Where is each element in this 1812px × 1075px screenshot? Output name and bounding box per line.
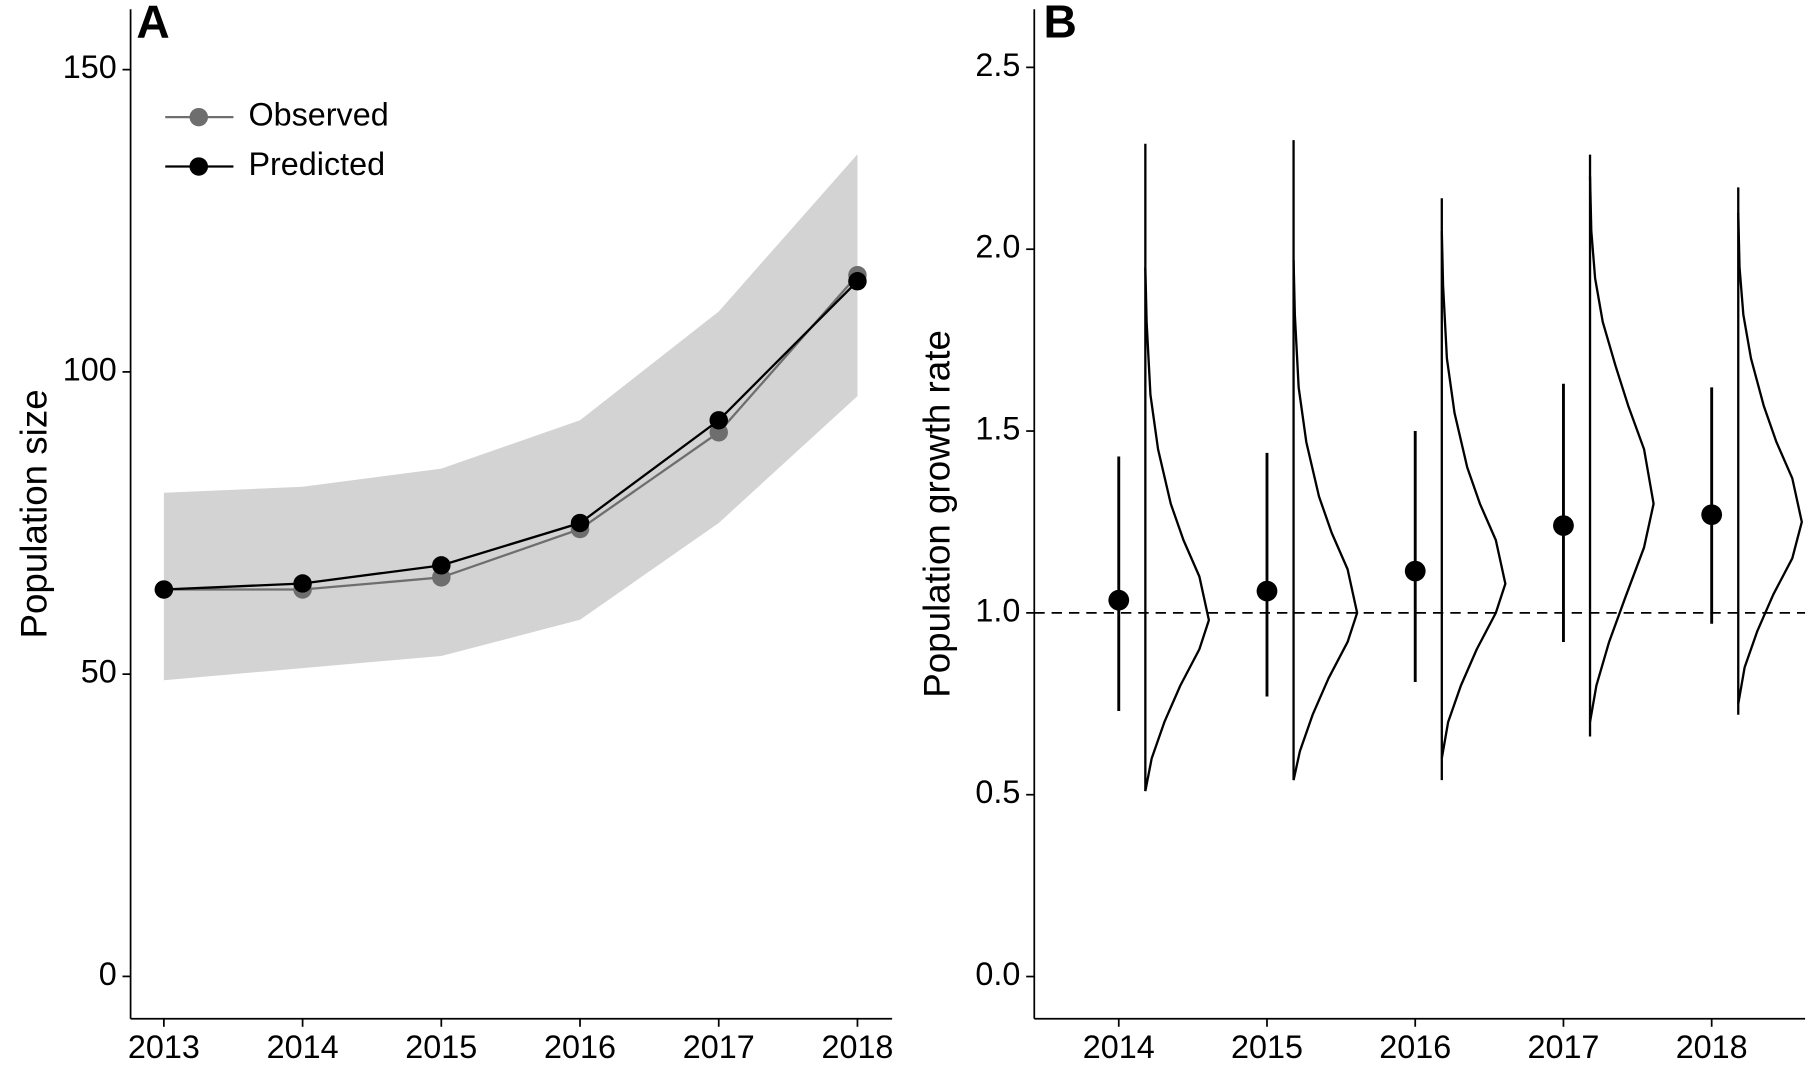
series-line: [163, 280, 859, 591]
density-curve: [1588, 176, 1655, 723]
y-tick-label: 0: [99, 956, 117, 992]
data-point: [1701, 504, 1723, 526]
x-tick-label: 2016: [1379, 1029, 1451, 1065]
panel-tag: B: [1044, 0, 1077, 47]
y-tick-label: 0.5: [975, 774, 1020, 810]
x-tick-label: 2016: [544, 1029, 616, 1065]
density-curve: [1440, 230, 1507, 759]
x-tick-label: 2018: [821, 1029, 893, 1065]
confidence-band: [163, 154, 858, 681]
x-tick-label: 2015: [405, 1029, 477, 1065]
density-curve: [1737, 212, 1803, 704]
legend-marker: [189, 157, 209, 176]
panel-tag: A: [136, 0, 169, 47]
x-tick-label: 2015: [1231, 1029, 1303, 1065]
y-tick-label: 2.5: [975, 47, 1020, 83]
data-point: [848, 272, 867, 291]
data-point: [1108, 589, 1130, 611]
x-tick-label: 2017: [1527, 1029, 1599, 1065]
x-tick-label: 2013: [128, 1029, 200, 1065]
data-point: [432, 556, 451, 575]
y-tick-label: 1.5: [975, 411, 1020, 447]
legend-label: Observed: [248, 97, 388, 133]
data-point: [293, 574, 312, 593]
y-tick-label: 100: [63, 351, 117, 387]
x-tick-label: 2017: [683, 1029, 755, 1065]
density-curve: [1292, 260, 1359, 781]
data-point: [1404, 560, 1426, 582]
data-point: [1256, 580, 1278, 602]
data-point: [1553, 515, 1574, 536]
series-line: [163, 274, 859, 591]
data-point: [154, 580, 174, 599]
y-axis-title: Population size: [14, 389, 55, 638]
y-tick-label: 0.0: [975, 956, 1020, 992]
legend-label: Predicted: [248, 146, 385, 182]
data-point: [570, 513, 590, 533]
y-tick-label: 150: [63, 49, 117, 85]
density-curve: [1144, 267, 1211, 792]
y-axis-title: Population growth rate: [916, 330, 957, 698]
legend-marker: [189, 107, 209, 127]
x-tick-label: 2014: [267, 1029, 339, 1065]
y-tick-label: 50: [81, 654, 117, 690]
x-tick-label: 2018: [1676, 1029, 1748, 1065]
x-tick-label: 2014: [1083, 1029, 1155, 1065]
y-tick-label: 2.0: [975, 229, 1020, 265]
data-point: [709, 411, 728, 430]
y-tick-label: 1.0: [975, 592, 1020, 628]
